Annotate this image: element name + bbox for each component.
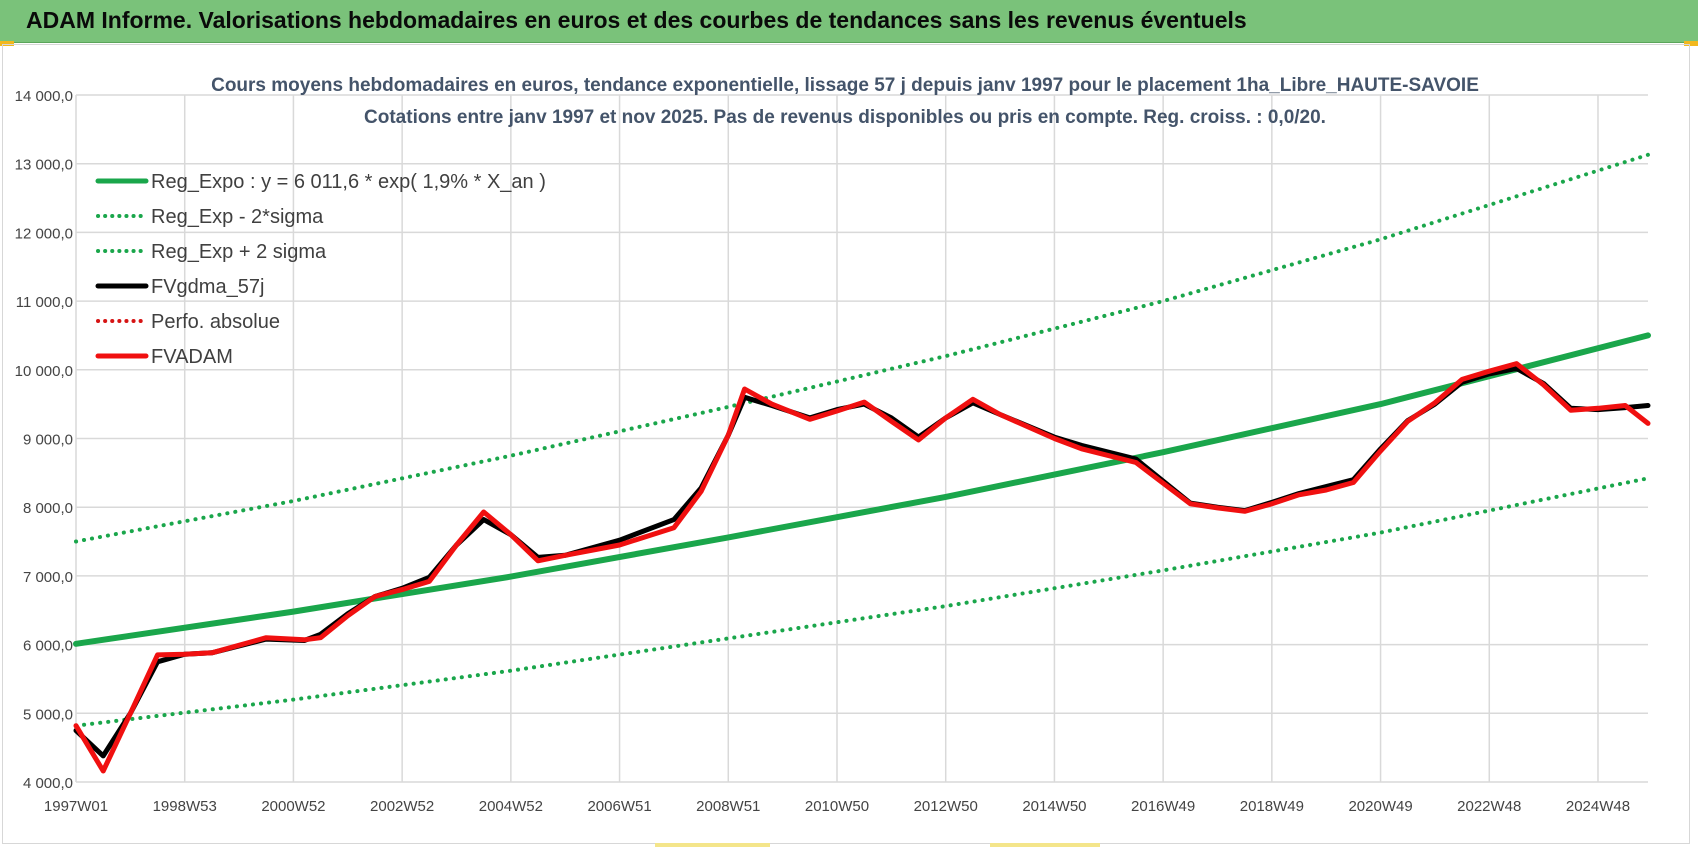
x-tick-label: 2016W49 [1131, 798, 1195, 815]
x-tick-label: 2018W49 [1240, 798, 1304, 815]
y-tick-label: 6 000,0 [23, 638, 73, 655]
corner-mark-right [1684, 41, 1698, 46]
legend-label: FVgdma_57j [151, 276, 264, 298]
y-tick-label: 11 000,0 [16, 294, 73, 311]
x-tick-label: 2024W48 [1566, 798, 1630, 815]
x-tick-label: 2000W52 [261, 798, 325, 815]
y-tick-label: 4 000,0 [23, 775, 73, 792]
chart-title: Cours moyens hebdomadaires en euros, ten… [211, 75, 1479, 96]
bottom-mark-2 [990, 843, 1100, 847]
x-tick-label: 1998W53 [153, 798, 217, 815]
series-line-1 [74, 476, 1650, 728]
legend-label: Reg_Expo : y = 6 011,6 * exp( 1,9% * X_a… [151, 171, 546, 193]
x-tick-label: 2020W49 [1348, 798, 1412, 815]
y-tick-label: 12 000,0 [15, 225, 73, 242]
y-tick-labels: 4 000,0 5 000,0 6 000,0 7 000,0 8 000,0 9 000… [15, 88, 73, 792]
banner-title: ADAM Informe. Valorisations hebdomadaire… [26, 7, 1247, 33]
y-tick-label: 14 000,0 [15, 88, 73, 105]
chart-frame [2, 44, 1690, 844]
corner-mark-left [0, 41, 14, 46]
bottom-mark-1 [655, 843, 770, 847]
x-tick-label: 2006W51 [587, 798, 651, 815]
y-tick-label: 5 000,0 [23, 706, 73, 723]
x-tick-label: 2022W48 [1457, 798, 1521, 815]
legend-label: Perfo. absolue [151, 311, 280, 333]
x-tick-label: 2008W51 [696, 798, 760, 815]
y-tick-label: 13 000,0 [15, 157, 73, 174]
legend-label: Reg_Exp - 2*sigma [151, 206, 324, 228]
x-tick-label: 2014W50 [1022, 798, 1086, 815]
x-tick-label: 2010W50 [805, 798, 869, 815]
series-line-0 [73, 332, 1651, 647]
y-tick-label: 10 000,0 [15, 363, 73, 380]
x-tick-label: 2012W50 [914, 798, 978, 815]
x-tick-labels: 1997W01 1998W53 2000W52 2002W52 2004W52 2006W… [44, 798, 1630, 815]
series-line-5 [73, 361, 1651, 774]
header-banner: ADAM Informe. Valorisations hebdomadaire… [0, 0, 1698, 43]
legend-label: FVADAM [151, 346, 233, 368]
y-gridlines [76, 94, 1648, 783]
y-tick-label: 7 000,0 [23, 569, 73, 586]
series-line-3 [73, 365, 1651, 759]
x-tick-label: 2004W52 [479, 798, 543, 815]
x-tick-label: 1997W01 [44, 798, 108, 815]
series-lines [73, 152, 1651, 774]
x-gridlines [75, 95, 1599, 782]
series-line-2 [74, 152, 1650, 544]
x-tick-label: 2002W52 [370, 798, 434, 815]
legend-label: Reg_Exp + 2 sigma [151, 241, 327, 263]
y-tick-label: 8 000,0 [23, 500, 73, 517]
chart-subtitle: Cotations entre janv 1997 et nov 2025. P… [364, 107, 1326, 128]
y-tick-label: 9 000,0 [23, 432, 73, 449]
legend: Reg_Expo : y = 6 011,6 * exp( 1,9% * X_a… [95, 171, 546, 368]
